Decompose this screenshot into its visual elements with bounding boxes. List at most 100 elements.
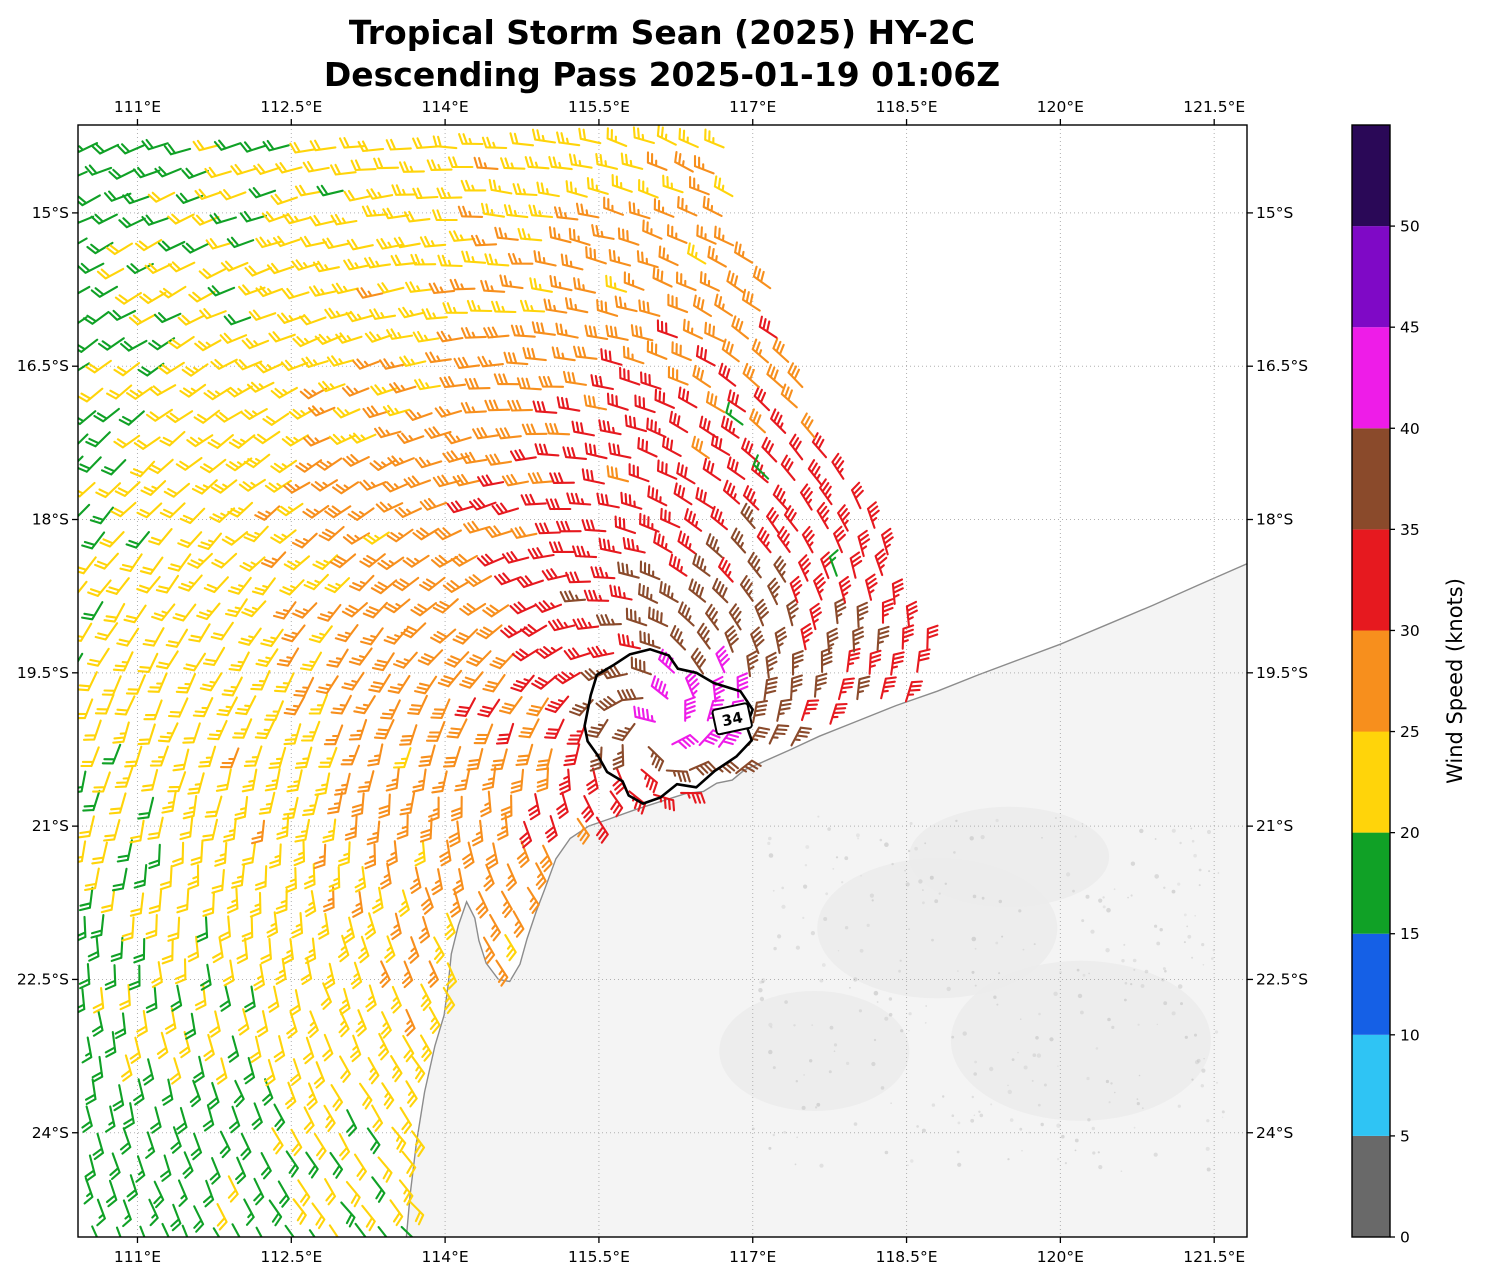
- wind-barb: [586, 767, 599, 795]
- terrain-speckle: [904, 869, 906, 872]
- wind-barb: [572, 617, 600, 630]
- terrain-speckle: [802, 916, 805, 920]
- terrain-speckle: [1049, 1037, 1054, 1042]
- wind-barb: [243, 453, 271, 469]
- wind-barb: [353, 1153, 367, 1181]
- wind-barb: [511, 648, 539, 662]
- wind-barb: [78, 285, 91, 295]
- wind-barb: [276, 647, 300, 667]
- wind-barb: [826, 627, 839, 655]
- wind-barb: [374, 426, 402, 439]
- terrain-speckle: [1031, 1079, 1034, 1082]
- wind-barb: [397, 306, 426, 319]
- wind-barb: [176, 888, 190, 914]
- wind-barb: [371, 886, 384, 914]
- wind-barb: [125, 674, 146, 695]
- terrain-speckle: [1011, 1058, 1015, 1061]
- terrain-speckle: [1057, 1065, 1059, 1067]
- wind-barb: [190, 840, 204, 866]
- terrain-speckle: [1153, 1152, 1158, 1157]
- wind-barb: [450, 795, 463, 822]
- wind-barb: [94, 693, 115, 715]
- wind-barb: [179, 815, 194, 841]
- y-tick-label-right: 15°S: [1256, 204, 1293, 222]
- wind-barb: [211, 552, 238, 569]
- wind-barb: [584, 324, 609, 341]
- wind-barb: [418, 744, 436, 767]
- wind-barb: [590, 374, 614, 391]
- wind-barb: [548, 541, 575, 553]
- terrain-speckle: [1141, 1107, 1144, 1110]
- wind-barb: [403, 210, 431, 223]
- wind-barb: [264, 479, 292, 493]
- wind-barb: [270, 386, 298, 399]
- terrain-speckle: [1037, 1103, 1041, 1107]
- wind-barb: [736, 672, 749, 699]
- wind-barb: [390, 985, 402, 1014]
- wind-barb: [238, 478, 266, 492]
- wind-barb: [129, 460, 156, 478]
- terrain-speckle: [962, 1031, 967, 1036]
- terrain-speckle: [1187, 934, 1192, 939]
- wind-barb: [204, 795, 223, 818]
- wind-barb: [490, 748, 508, 771]
- wind-barb: [205, 238, 234, 250]
- wind-barb: [316, 184, 344, 197]
- colorbar-tick-label: 20: [1400, 824, 1420, 842]
- wind-barb: [204, 166, 232, 179]
- wind-barb: [904, 680, 924, 703]
- wind-barb: [199, 308, 227, 320]
- wind-barb: [244, 265, 272, 277]
- wind-barb: [585, 246, 607, 265]
- wind-barb: [215, 768, 232, 792]
- wind-barb: [345, 310, 373, 323]
- wind-barb: [266, 911, 279, 938]
- terrain-speckle: [1183, 913, 1187, 917]
- wind-barb: [509, 132, 535, 147]
- wind-barb: [710, 433, 731, 456]
- terrain-speckle: [1191, 956, 1194, 959]
- wind-barb: [344, 815, 358, 841]
- wind-barb: [99, 531, 125, 548]
- wind-barb: [547, 618, 576, 632]
- wind-barb: [129, 819, 145, 844]
- wind-barb: [510, 768, 525, 794]
- wind-barb: [373, 157, 400, 170]
- wind-barb: [494, 572, 522, 586]
- wind-barb: [412, 768, 427, 793]
- terrain-speckle: [956, 1150, 960, 1154]
- wind-barb: [418, 915, 431, 944]
- wind-barb: [503, 351, 529, 366]
- wind-barb: [653, 198, 675, 218]
- wind-barb: [203, 576, 229, 594]
- y-tick-label-right: 18°S: [1256, 511, 1293, 529]
- wind-barb: [457, 205, 484, 218]
- terrain-speckle: [1163, 1001, 1168, 1006]
- wind-barb: [266, 262, 295, 275]
- wind-barb: [471, 819, 484, 847]
- wind-barb: [299, 651, 323, 672]
- wind-barb: [419, 817, 433, 843]
- wind-barb: [573, 277, 597, 294]
- wind-barb: [367, 743, 384, 767]
- terrain-shading: [719, 991, 910, 1111]
- wind-barb: [159, 865, 173, 891]
- wind-barb: [134, 238, 163, 252]
- colorbar-band: [1352, 226, 1390, 328]
- wind-barb: [340, 1201, 356, 1228]
- wind-barb: [800, 699, 820, 722]
- wind-barb: [348, 432, 377, 444]
- wind-barb: [501, 473, 529, 487]
- wind-barb: [140, 480, 167, 496]
- wind-barb: [633, 705, 656, 723]
- wind-barb: [891, 578, 904, 605]
- terrain-speckle: [1156, 941, 1161, 946]
- wind-barb: [145, 986, 158, 1014]
- wind-barb: [396, 432, 425, 444]
- wind-barb: [139, 291, 167, 305]
- wind-barb: [84, 164, 113, 176]
- wind-barb: [348, 718, 368, 741]
- wind-barb: [926, 624, 939, 651]
- wind-barb: [169, 1057, 182, 1085]
- wind-barb: [147, 816, 164, 840]
